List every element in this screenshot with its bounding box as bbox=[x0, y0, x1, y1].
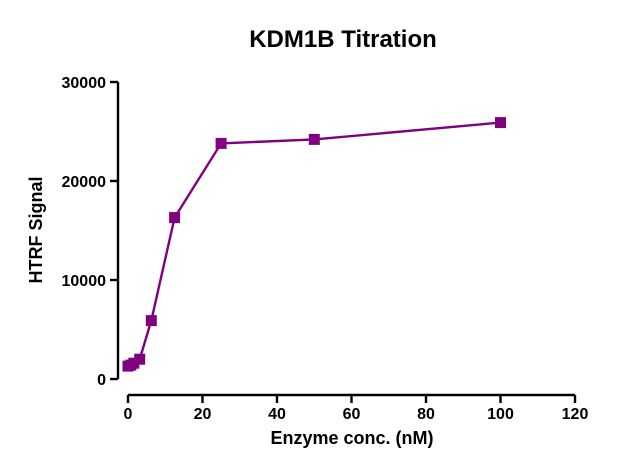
x-tick-label: 20 bbox=[194, 406, 212, 423]
series bbox=[122, 117, 506, 372]
x-tick-label: 60 bbox=[343, 406, 361, 423]
chart-title: KDM1B Titration bbox=[249, 26, 437, 53]
y-tick-label: 10000 bbox=[62, 273, 107, 290]
data-point bbox=[495, 117, 506, 129]
x-tick-label: 0 bbox=[124, 406, 133, 423]
y-tick-label: 20000 bbox=[62, 174, 107, 191]
x-tick-label: 80 bbox=[417, 406, 435, 423]
data-point bbox=[134, 353, 146, 365]
data-point bbox=[169, 212, 181, 224]
data-point bbox=[215, 137, 227, 149]
data-point bbox=[128, 357, 140, 369]
y-tick-label: 0 bbox=[97, 372, 106, 389]
axes: 0 10000 20000 30000 0 20 40 60 80 100 120 bbox=[62, 75, 589, 423]
x-tick-label: 120 bbox=[562, 406, 589, 423]
y-tick-label: 30000 bbox=[62, 75, 107, 92]
x-tick-label: 100 bbox=[487, 406, 514, 423]
data-point bbox=[308, 133, 320, 145]
series-line bbox=[127, 121, 501, 368]
x-axis-label: Enzyme conc. (nM) bbox=[270, 428, 433, 448]
x-tick-label: 40 bbox=[268, 406, 286, 423]
y-axis-label: HTRF Signal bbox=[26, 177, 46, 284]
data-point bbox=[145, 315, 157, 327]
